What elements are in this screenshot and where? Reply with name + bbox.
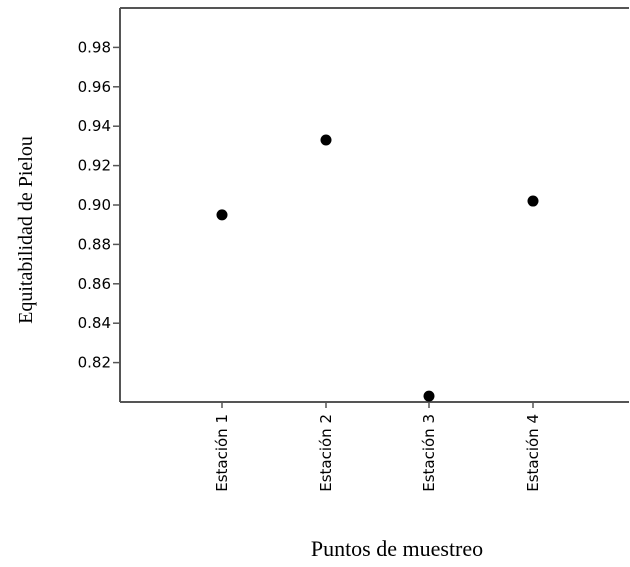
x-category-label: Estación 3 [420, 414, 438, 492]
data-point [320, 134, 332, 146]
plot-frame [119, 7, 629, 403]
y-tick-label: 0.92 [78, 157, 111, 175]
data-point [423, 390, 435, 402]
x-category-label: Estación 4 [524, 414, 542, 492]
x-category-label: Estación 1 [213, 414, 231, 492]
data-points [216, 134, 539, 402]
y-tick-label: 0.90 [78, 196, 111, 214]
y-tick-label: 0.88 [78, 235, 111, 253]
y-tick-label: 0.86 [78, 275, 111, 293]
y-tick-label: 0.84 [78, 314, 111, 332]
data-point [216, 209, 228, 221]
y-tick-label: 0.82 [78, 354, 111, 372]
x-axis-title: Puntos de muestreo [311, 536, 483, 561]
y-tick-label: 0.94 [78, 117, 111, 135]
y-tick-label: 0.96 [78, 78, 111, 96]
data-point [527, 195, 539, 207]
y-axis-ticks: 0.82 0.84 0.86 0.88 0.90 0.92 0.94 0.96 0.98 [78, 38, 120, 372]
y-tick-label: 0.98 [78, 38, 111, 56]
y-axis-title: Equitabilidad de Pielou [15, 136, 37, 324]
x-category-label: Estación 2 [317, 414, 335, 492]
x-axis-categories: Estación 1 Estación 2 Estación 3 Estación 4 [213, 402, 542, 492]
